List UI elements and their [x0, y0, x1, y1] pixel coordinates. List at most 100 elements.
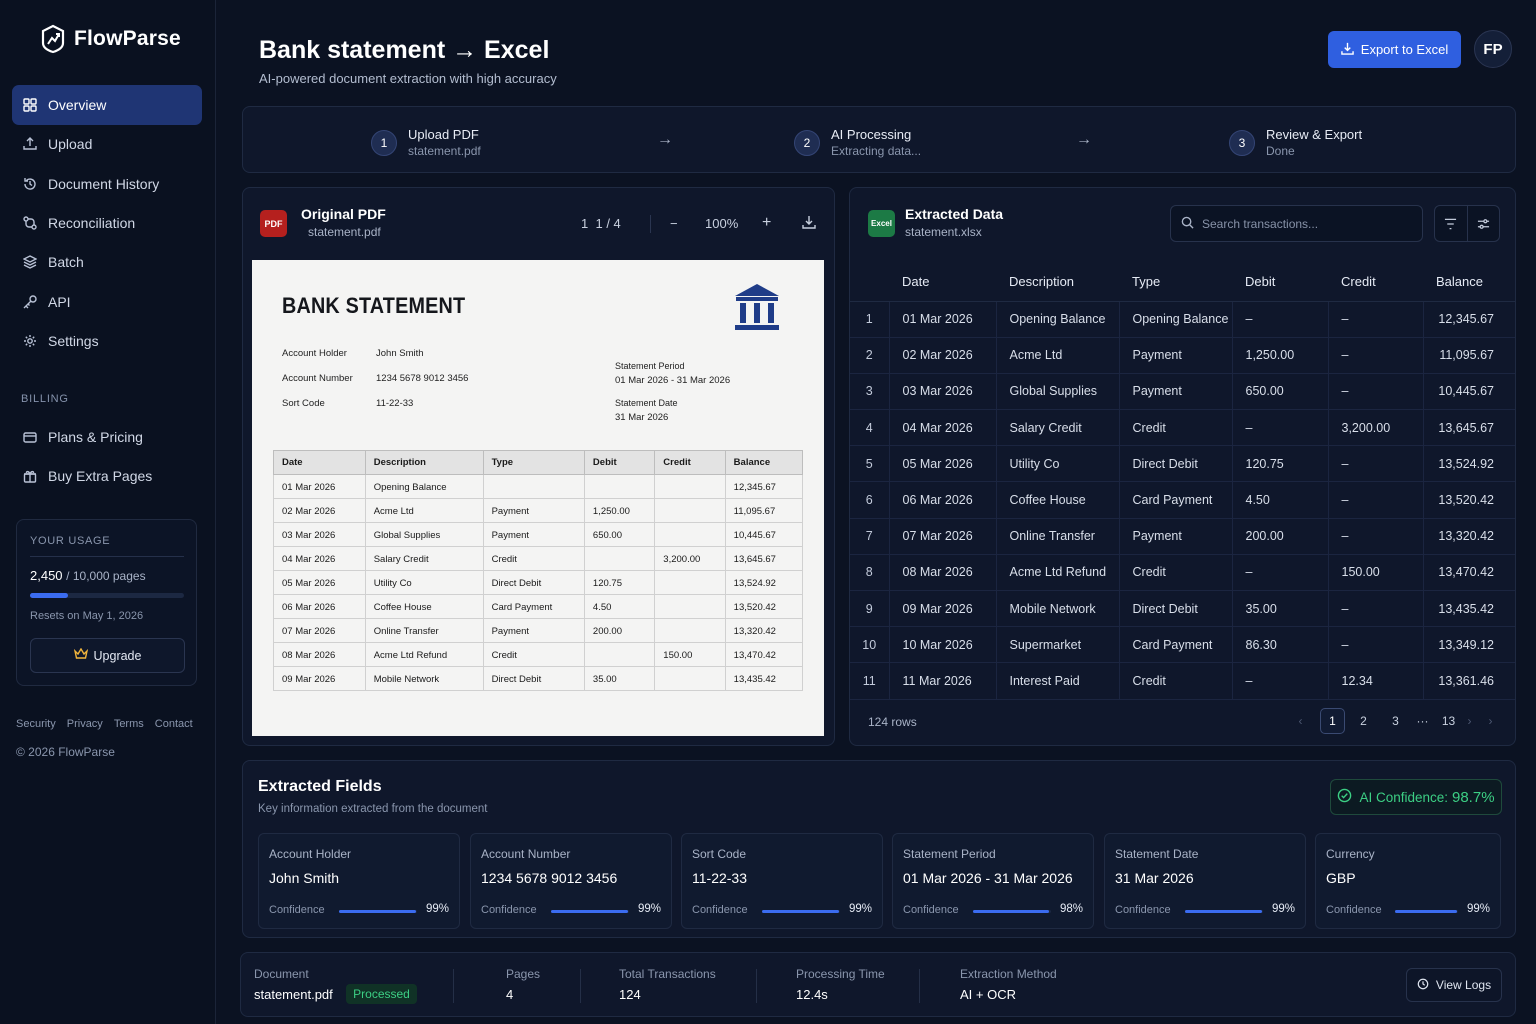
- column-header[interactable]: Type: [1119, 262, 1232, 302]
- table-row[interactable]: 1 01 Mar 2026 Opening Balance Opening Balan…: [850, 301, 1515, 338]
- sidebar-item-upload[interactable]: Upload: [12, 124, 202, 164]
- field-card[interactable]: Currency GBP Confidence 99%: [1315, 833, 1501, 929]
- field-value: 1234 5678 9012 3456: [481, 870, 618, 886]
- row-number: 3: [850, 373, 889, 411]
- field-label: Account Number: [481, 847, 571, 861]
- column-settings-button[interactable]: [1468, 206, 1500, 241]
- ai-confidence-label: AI Confidence:: [1359, 789, 1448, 805]
- table-row[interactable]: 2 02 Mar 2026 Acme Ltd Payment 1,250.00–11,0…: [850, 337, 1515, 374]
- status-value: 4: [506, 987, 514, 1002]
- upgrade-button[interactable]: Upgrade: [30, 638, 185, 673]
- page-button-3[interactable]: 3: [1392, 714, 1399, 728]
- page-cursor: 1: [581, 216, 589, 231]
- divider: [919, 969, 920, 1003]
- confidence-bar: [339, 910, 417, 913]
- confidence-label: Confidence: [481, 904, 537, 916]
- page-button-2[interactable]: 2: [1360, 714, 1367, 728]
- table-cell: 02 Mar 2026: [273, 498, 366, 523]
- table-cell: –: [1327, 518, 1423, 555]
- layers-icon: [22, 254, 38, 270]
- column-header[interactable]: Date: [889, 262, 996, 302]
- table-row[interactable]: 9 09 Mar 2026 Mobile Network Direct Debit 35…: [850, 590, 1515, 628]
- field-value: 11-22-33: [692, 870, 748, 886]
- row-number: 1: [850, 301, 889, 338]
- column-header[interactable]: Description: [996, 262, 1119, 302]
- sidebar-item-reconciliation[interactable]: Reconciliation: [12, 203, 202, 243]
- search-input[interactable]: [1202, 216, 1402, 231]
- column-header[interactable]: Balance: [1423, 262, 1515, 302]
- column-header[interactable]: Credit: [1328, 262, 1423, 302]
- table-tools: [1434, 205, 1500, 242]
- field-label: Account Holder: [269, 847, 352, 861]
- confidence-fill: [762, 910, 840, 913]
- field-card[interactable]: Account Holder John Smith Confidence 99%: [258, 833, 460, 929]
- table-row[interactable]: 8 08 Mar 2026 Acme Ltd Refund Credit –150.00…: [850, 554, 1515, 592]
- history-icon: [22, 176, 38, 192]
- avatar[interactable]: FP: [1474, 30, 1512, 68]
- zoom-in-button[interactable]: +: [762, 214, 772, 231]
- table-cell: 05 Mar 2026: [273, 570, 366, 595]
- table-row[interactable]: 6 06 Mar 2026 Coffee House Card Payment 4.50…: [850, 481, 1515, 519]
- row-number: 11: [850, 662, 889, 700]
- table-cell: 12,345.67: [724, 474, 804, 499]
- table-row[interactable]: 5 05 Mar 2026 Utility Co Direct Debit 120.75…: [850, 445, 1515, 483]
- table-row[interactable]: 11 11 Mar 2026 Interest Paid Credit –12.34 13…: [850, 662, 1515, 700]
- sidebar-item-document-history[interactable]: Document History: [12, 164, 202, 204]
- pdf-page-preview: BANK STATEMENT Account Holder John Smith…: [252, 260, 824, 736]
- field-label: Statement Period: [903, 847, 996, 861]
- sidebar-item-plans-pricing[interactable]: Plans & Pricing: [12, 417, 202, 457]
- column-header: Description: [364, 450, 484, 475]
- sidebar-item-api[interactable]: API: [12, 282, 202, 322]
- brand[interactable]: FlowParse: [40, 24, 181, 54]
- search-box[interactable]: [1170, 205, 1423, 242]
- filter-button[interactable]: [1435, 206, 1468, 241]
- field-card[interactable]: Statement Date 31 Mar 2026 Confidence 99%: [1104, 833, 1306, 929]
- footer-link-privacy[interactable]: Privacy: [66, 718, 103, 730]
- table-cell: 200.00: [1231, 518, 1328, 555]
- sidebar-item-buy-extra-pages[interactable]: Buy Extra Pages: [12, 456, 202, 496]
- next-page-button[interactable]: ›: [1467, 714, 1472, 728]
- table-row[interactable]: 10 10 Mar 2026 Supermarket Card Payment 86.3…: [850, 626, 1515, 664]
- field-card[interactable]: Sort Code 11-22-33 Confidence 99%: [681, 833, 883, 929]
- view-logs-button[interactable]: View Logs: [1406, 968, 1502, 1002]
- table-cell: 13,320.42: [1422, 518, 1515, 555]
- confidence-label: Confidence: [1115, 904, 1171, 916]
- prev-page-button[interactable]: ‹: [1298, 714, 1303, 728]
- table-cell: 13,320.42: [724, 618, 804, 643]
- footer-link-security[interactable]: Security: [16, 718, 56, 730]
- sidebar-item-settings[interactable]: Settings: [12, 321, 202, 361]
- column-header[interactable]: Debit: [1232, 262, 1328, 302]
- export-to-excel-button[interactable]: Export to Excel: [1328, 31, 1461, 68]
- table-row[interactable]: 7 07 Mar 2026 Online Transfer Payment 200.00…: [850, 518, 1515, 555]
- page-input[interactable]: 1: [595, 216, 603, 231]
- table-cell: 1,250.00: [1231, 337, 1328, 374]
- footer-link-terms[interactable]: Terms: [113, 718, 144, 730]
- table-cell: 150.00: [1327, 554, 1423, 592]
- key-icon: [22, 294, 38, 310]
- table-cell: Opening Balance: [995, 301, 1119, 338]
- sidebar-item-overview[interactable]: Overview: [12, 85, 202, 125]
- footer-link-contact[interactable]: Contact: [154, 718, 193, 730]
- table-cell: 13,524.92: [724, 570, 804, 595]
- download-pdf-button[interactable]: [802, 215, 816, 232]
- page-button-13[interactable]: 13: [1441, 714, 1456, 728]
- table-cell: Payment: [1118, 518, 1232, 555]
- status-label: Processing Time: [796, 967, 885, 981]
- table-row[interactable]: 3 03 Mar 2026 Global Supplies Payment 650.00…: [850, 373, 1515, 411]
- column-header[interactable]: [850, 262, 889, 302]
- sidebar-item-batch[interactable]: Batch: [12, 242, 202, 282]
- page-ellipsis: ···: [1416, 714, 1429, 728]
- table-row[interactable]: 4 04 Mar 2026 Salary Credit Credit –3,200.00…: [850, 409, 1515, 447]
- holder-value: John Smith: [376, 348, 424, 359]
- sidebar-item-label: Document History: [48, 175, 160, 192]
- table-cell: 05 Mar 2026: [888, 445, 996, 483]
- table-cell: Acme Ltd: [364, 498, 484, 523]
- zoom-out-button[interactable]: −: [670, 216, 678, 231]
- section-subtitle: Key information extracted from the docum…: [258, 803, 488, 815]
- last-page-button[interactable]: ›: [1488, 714, 1493, 728]
- field-card[interactable]: Statement Period 01 Mar 2026 - 31 Mar 202…: [892, 833, 1094, 929]
- table-cell: Utility Co: [364, 570, 484, 595]
- page-button-1[interactable]: 1: [1320, 708, 1345, 734]
- table-cell: [654, 474, 726, 499]
- field-card[interactable]: Account Number 1234 5678 9012 3456 Confide…: [470, 833, 672, 929]
